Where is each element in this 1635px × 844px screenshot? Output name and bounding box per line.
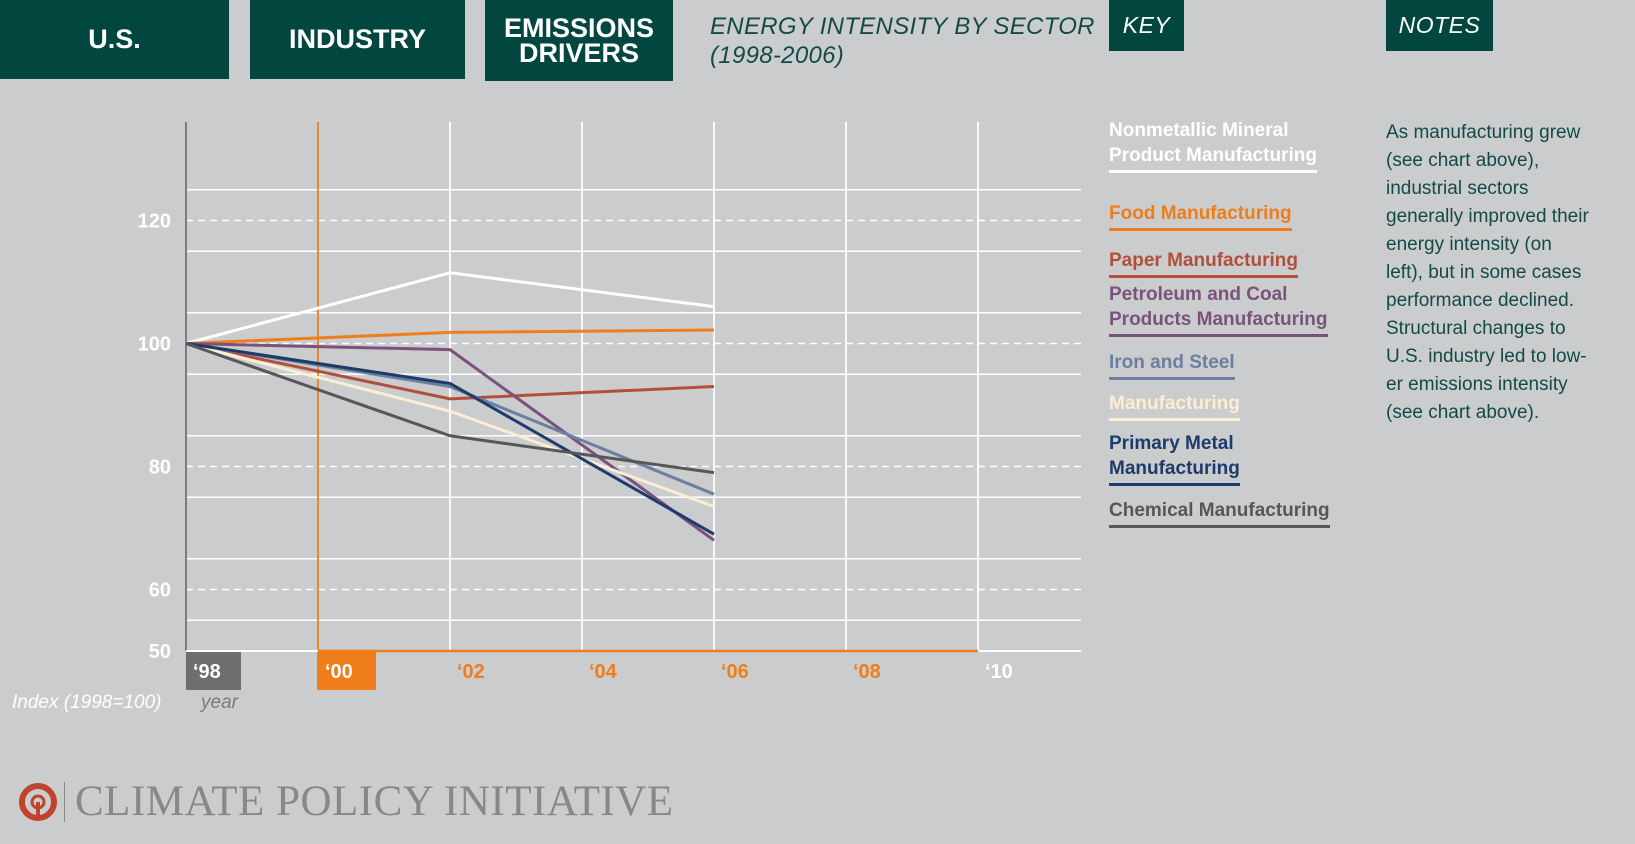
y-tick-label: 60 [149,580,171,602]
legend-item[interactable]: Paper Manufacturing [1109,248,1298,278]
legend-item-label: Manufacturing [1109,458,1240,479]
legend-item-label: Product Manufacturing [1109,145,1317,166]
y-tick-label: 50 [149,641,171,663]
x-tick-label: ‘06 [721,661,749,683]
key-tab[interactable]: KEY [1109,0,1184,51]
legend-item[interactable]: Food Manufacturing [1109,201,1292,231]
legend-item[interactable]: Nonmetallic Mineral Product Manufacturing [1109,118,1317,173]
legend-item-label: Nonmetallic Mineral [1109,120,1289,141]
series-line-6 [185,342,715,536]
series-line-3 [185,342,715,542]
energy-intensity-chart: 50 60 80 100 120 ‘98 ‘00 ‘02 ‘04 ‘06 ‘08 ‘10 Index (… [12,122,1081,713]
x-tick-label: ‘00 [325,661,353,683]
x-tick-box [317,652,376,690]
legend-item-label: Petroleum and Coal [1109,284,1288,305]
cpi-swirl-icon [19,783,57,821]
logo-text: CLIMATE POLICY INITIATIVE [75,778,674,825]
legend-item-label: Manufacturing [1109,393,1240,414]
y-tick-label: 120 [138,211,171,233]
legend-item-label: Chemical Manufacturing [1109,500,1330,521]
tab-industry[interactable]: INDUSTRY [250,0,465,79]
logo-divider [64,782,65,822]
series-line-2 [185,342,715,401]
x-axis-label: year [199,692,239,713]
series-line-5 [185,342,715,508]
legend-item-label: Food Manufacturing [1109,203,1292,224]
legend-item[interactable]: Petroleum and Coal Products Manufacturing [1109,282,1328,337]
legend-item[interactable]: Chemical Manufacturing [1109,498,1330,528]
tab-emissions-drivers-line2: DRIVERS [518,37,640,68]
series-line-7 [185,342,715,475]
legend-item[interactable]: Manufacturing [1109,391,1240,421]
series-line-0 [185,271,715,345]
x-tick-box [186,652,241,690]
legend-item-label: Iron and Steel [1109,352,1235,373]
legend-item[interactable]: Iron and Steel [1109,350,1235,380]
series-line-1 [185,328,715,345]
notes-text: As manufacturing grew (see chart above),… [1386,122,1589,423]
x-tick-label: ‘04 [589,661,618,683]
tab-us[interactable]: U.S. [0,0,229,79]
y-axis-label: Index (1998=100) [12,692,161,713]
cpi-logo: CLIMATE POLICY INITIATIVE [18,780,673,824]
x-tick-label: ‘08 [853,661,881,683]
y-tick-label: 80 [149,457,171,479]
x-tick-label: ‘10 [985,661,1013,683]
tab-emissions-drivers[interactable]: EMISSIONS DRIVERS [485,0,673,81]
tab-emissions-drivers-line1: EMISSIONS [503,12,655,43]
legend-item-label: Paper Manufacturing [1109,250,1298,271]
chart-title: ENERGY INTENSITY BY SECTOR (1998-2006) [710,12,1095,70]
legend-item-label: Primary Metal [1109,433,1234,454]
legend-item-label: Products Manufacturing [1109,309,1328,330]
chart-title-line2: (1998-2006) [710,42,845,69]
x-tick-label: ‘98 [193,661,221,683]
y-tick-label: 100 [138,334,171,356]
legend-item[interactable]: Primary Metal Manufacturing [1109,431,1240,486]
notes-tab[interactable]: NOTES [1386,0,1493,51]
chart-title-line1: ENERGY INTENSITY BY SECTOR [710,13,1095,40]
x-tick-label: ‘02 [457,661,485,683]
